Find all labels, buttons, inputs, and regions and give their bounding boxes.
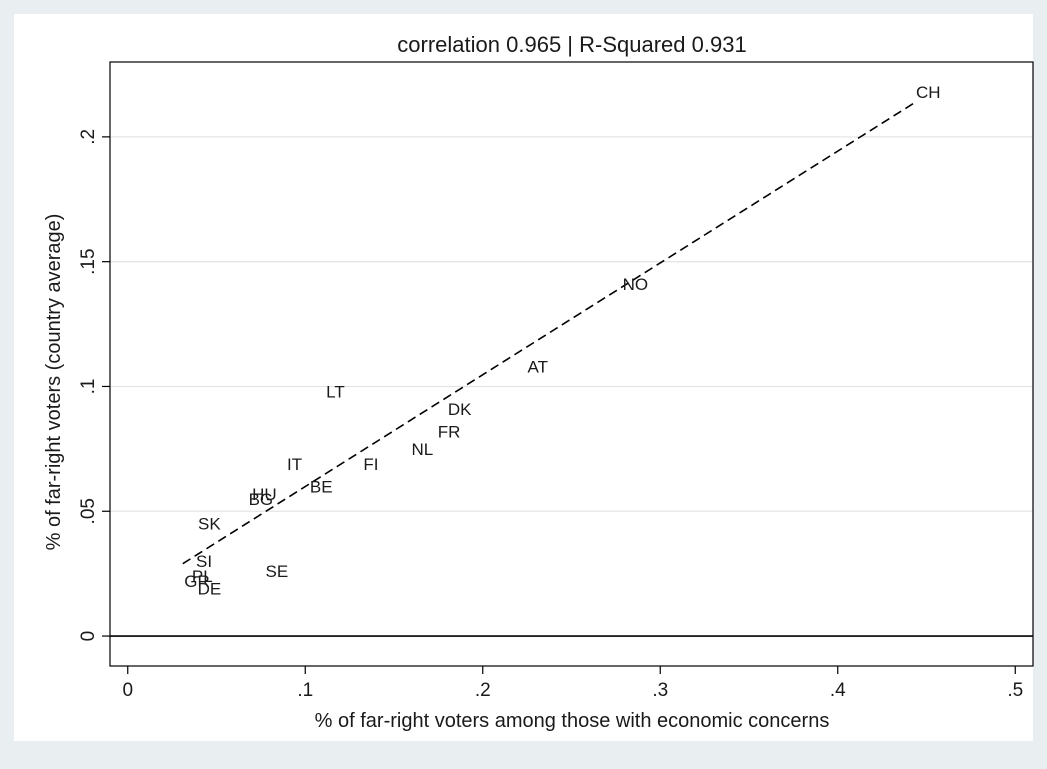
point-se: SE <box>266 562 289 581</box>
point-pl: PL <box>192 567 213 586</box>
x-tick-label-1: .1 <box>297 680 313 701</box>
point-dk: DK <box>448 400 472 419</box>
x-tick-label-4: .4 <box>830 680 846 701</box>
point-bg: BG <box>249 490 274 509</box>
y-tick-label-1: .05 <box>78 498 99 524</box>
plot-area <box>14 14 1033 741</box>
axes: 0 .05 .1 .15 .2 0 .1 .2 .3 .4 .5 <box>78 61 1034 701</box>
point-ch: CH <box>916 83 941 102</box>
point-hu: HU <box>252 485 277 504</box>
point-fi: FI <box>363 455 378 474</box>
point-at: AT <box>528 357 548 376</box>
chart-title: correlation 0.965 | R-Squared 0.931 <box>397 32 746 57</box>
point-be: BE <box>310 477 333 496</box>
plot-border <box>109 61 1034 667</box>
x-tick-label-3: .3 <box>652 680 668 701</box>
point-no: NO <box>623 275 649 294</box>
fit-line-group <box>182 101 917 565</box>
x-axis-title: % of far-right voters among those with e… <box>315 710 830 732</box>
point-de: DE <box>198 580 222 599</box>
point-fr: FR <box>438 422 461 441</box>
x-tick-label-2: .2 <box>475 680 491 701</box>
y-tick-label-3: .15 <box>78 248 99 274</box>
x-tick-label-0: 0 <box>122 680 133 701</box>
y-tick-label-4: .2 <box>78 129 99 145</box>
point-si: SI <box>196 552 212 571</box>
point-nl: NL <box>412 440 434 459</box>
gridlines <box>110 136 1033 512</box>
y-tick-label-2: .1 <box>78 379 99 395</box>
point-it: IT <box>287 455 302 474</box>
fit-line <box>182 101 917 565</box>
y-tick-label-0: 0 <box>78 631 99 642</box>
y-axis-title: % of far-right voters (country average) <box>43 214 65 551</box>
point-lt: LT <box>326 382 345 401</box>
point-sk: SK <box>198 515 221 534</box>
x-tick-label-5: .5 <box>1007 680 1023 701</box>
point-gr: GR <box>184 572 210 591</box>
